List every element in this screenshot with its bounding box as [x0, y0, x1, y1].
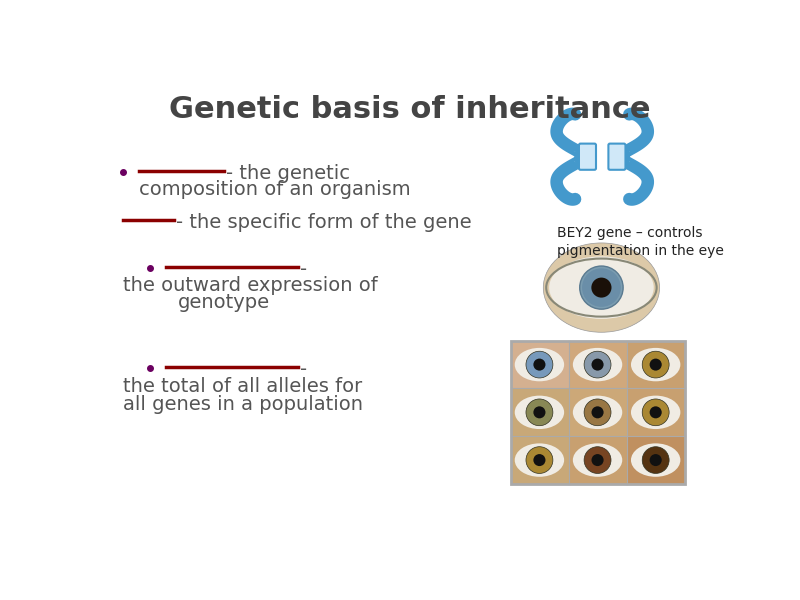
- Circle shape: [580, 266, 623, 309]
- Text: -: -: [300, 361, 307, 379]
- Ellipse shape: [631, 443, 680, 477]
- Ellipse shape: [514, 348, 564, 382]
- Circle shape: [642, 447, 669, 473]
- Ellipse shape: [514, 395, 564, 429]
- Circle shape: [582, 268, 621, 307]
- Ellipse shape: [543, 243, 659, 332]
- Bar: [569, 388, 627, 436]
- Text: - the genetic: - the genetic: [226, 164, 350, 183]
- Circle shape: [584, 447, 611, 473]
- Bar: [569, 341, 627, 388]
- Circle shape: [526, 399, 553, 426]
- FancyBboxPatch shape: [609, 143, 626, 170]
- Bar: [627, 388, 685, 436]
- Ellipse shape: [573, 395, 622, 429]
- Bar: [510, 388, 569, 436]
- Ellipse shape: [514, 443, 564, 477]
- Text: - the specific form of the gene: - the specific form of the gene: [176, 214, 471, 232]
- Circle shape: [534, 359, 546, 371]
- Bar: [510, 341, 569, 388]
- Circle shape: [591, 359, 604, 371]
- Ellipse shape: [573, 348, 622, 382]
- Text: BEY2 gene – controls
pigmentation in the eye: BEY2 gene – controls pigmentation in the…: [558, 226, 724, 259]
- Text: the total of all alleles for: the total of all alleles for: [123, 377, 362, 395]
- Bar: [510, 341, 685, 484]
- Ellipse shape: [549, 256, 654, 319]
- Circle shape: [642, 351, 669, 378]
- Circle shape: [642, 399, 669, 426]
- Circle shape: [650, 359, 662, 371]
- Ellipse shape: [631, 348, 680, 382]
- Circle shape: [591, 278, 611, 298]
- Text: all genes in a population: all genes in a population: [123, 395, 363, 414]
- Bar: [569, 436, 627, 484]
- Ellipse shape: [573, 443, 622, 477]
- Text: -: -: [300, 260, 307, 280]
- Circle shape: [526, 447, 553, 473]
- Circle shape: [534, 406, 546, 418]
- Circle shape: [584, 351, 611, 378]
- Bar: [510, 436, 569, 484]
- Text: genotype: genotype: [178, 293, 270, 313]
- FancyBboxPatch shape: [579, 143, 596, 170]
- Circle shape: [584, 399, 611, 426]
- Ellipse shape: [631, 395, 680, 429]
- Circle shape: [526, 351, 553, 378]
- Text: the outward expression of: the outward expression of: [123, 276, 378, 295]
- Text: composition of an organism: composition of an organism: [138, 179, 410, 199]
- Circle shape: [591, 454, 604, 466]
- Circle shape: [650, 406, 662, 418]
- Circle shape: [591, 406, 604, 418]
- Text: Genetic basis of inheritance: Genetic basis of inheritance: [170, 95, 650, 124]
- Circle shape: [534, 454, 546, 466]
- Bar: [627, 341, 685, 388]
- Circle shape: [650, 454, 662, 466]
- Bar: [627, 436, 685, 484]
